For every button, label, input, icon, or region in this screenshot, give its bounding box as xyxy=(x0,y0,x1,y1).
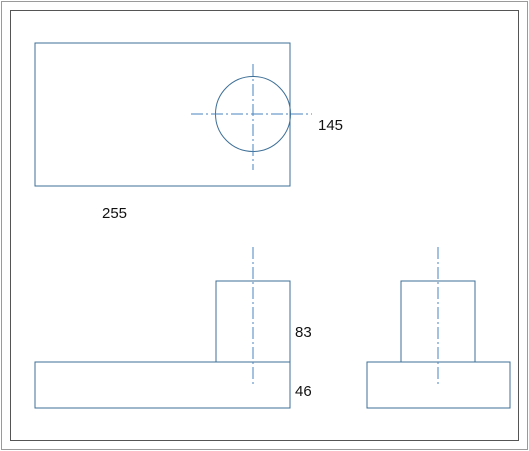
dimension-label-46: 46 xyxy=(295,383,312,400)
dimension-label-145: 145 xyxy=(318,117,343,134)
inner-frame xyxy=(10,10,519,441)
top-view: 145 255 xyxy=(34,42,343,222)
front-view-base xyxy=(34,361,291,409)
side-view xyxy=(366,247,511,409)
dimension-label-255: 255 xyxy=(102,205,127,222)
front-view: 83 46 xyxy=(34,247,312,409)
dimension-label-83: 83 xyxy=(295,324,312,341)
